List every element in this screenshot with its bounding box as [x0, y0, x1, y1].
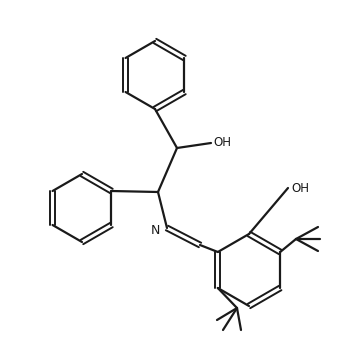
Text: N: N	[151, 224, 160, 237]
Text: OH: OH	[213, 137, 231, 150]
Text: OH: OH	[291, 182, 309, 195]
